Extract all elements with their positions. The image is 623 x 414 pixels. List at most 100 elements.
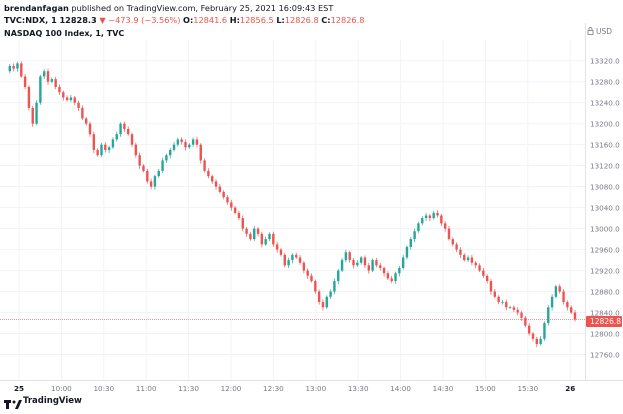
candle-body (130, 134, 134, 145)
candle-body (321, 302, 325, 308)
candle-body (436, 212, 439, 216)
current-price-tag: 12826.8 (586, 316, 622, 327)
candle-body (493, 291, 497, 297)
candle-body (367, 265, 370, 271)
price-chart[interactable] (0, 40, 585, 380)
candle-body (191, 139, 195, 145)
candle-body (31, 107, 34, 124)
candle-body (314, 281, 317, 292)
low-value: 12826.8 (284, 15, 319, 25)
candle-body (39, 76, 42, 103)
tradingview-logo-icon[interactable] (4, 397, 114, 411)
price-tick-label: 13040.0 (590, 204, 620, 213)
candle-body (394, 273, 397, 282)
candle-body (77, 102, 80, 108)
time-axis[interactable]: 25 10:00 10:30 11:00 11:30 12:00 12:30 13:00 13:… (0, 380, 623, 395)
candle-body (363, 257, 367, 266)
candle-body (138, 155, 141, 166)
candle-body (482, 270, 485, 276)
candle-body (424, 215, 428, 219)
candle-body (268, 233, 271, 240)
candle-body (359, 257, 363, 263)
candle-body (558, 286, 561, 292)
candle-body (275, 244, 279, 250)
candle-body (348, 252, 351, 261)
candle-body (107, 147, 111, 150)
candle-body (176, 139, 180, 145)
chart-header: brendanfagan published on TradingView.co… (0, 0, 623, 40)
candle-body (298, 257, 302, 263)
price-tick-label: 13320.0 (590, 57, 620, 66)
candle-body (489, 281, 493, 292)
currency-label[interactable]: USD (596, 27, 613, 36)
price-axis[interactable] (585, 23, 623, 380)
candle-body (62, 92, 65, 98)
chart-title: NASDAQ 100 Index, 1, TVC (4, 29, 125, 38)
candle-body (421, 218, 424, 224)
candle-body (35, 102, 38, 124)
candle-body (451, 239, 454, 245)
time-tick-label: 14:30 (433, 384, 454, 393)
time-tick-label: 11:00 (136, 384, 157, 393)
publish-info: brendanfagan published on TradingView.co… (4, 3, 333, 13)
candle-body (42, 71, 46, 77)
candle-body (233, 207, 237, 213)
candle-body (432, 212, 435, 219)
candle-body (123, 123, 126, 129)
candle-body (146, 170, 149, 182)
price-tick-label: 13080.0 (590, 183, 620, 192)
candle-body (413, 231, 416, 240)
candle-body (485, 275, 489, 282)
brand-name[interactable]: TradingView (23, 396, 82, 406)
candle-body (356, 262, 359, 266)
candle-body (535, 338, 539, 345)
candle-body (58, 86, 61, 93)
candle-body (81, 107, 84, 119)
candle-body (455, 244, 458, 250)
candle-body (16, 63, 19, 69)
candle-body (92, 134, 96, 150)
candle-body (344, 252, 348, 261)
candle-body (539, 338, 542, 345)
candle-body (302, 262, 306, 271)
candle-body (142, 165, 145, 171)
candle-body (398, 267, 401, 274)
candle-body (566, 302, 569, 308)
candle-body (111, 139, 115, 148)
candle-body (333, 281, 336, 292)
candle-body (188, 144, 191, 148)
candle-body (195, 139, 199, 145)
candle-body (283, 254, 286, 266)
candle-body (222, 191, 225, 198)
candle-body (474, 262, 477, 266)
time-tick-label: 26 (565, 384, 575, 393)
candle-body (371, 260, 374, 271)
candle-body (20, 63, 23, 77)
low-label: L: (276, 15, 285, 25)
price-tick-label: 13240.0 (590, 99, 620, 108)
time-tick-label: 15:30 (517, 384, 538, 393)
candle-body (96, 149, 99, 156)
candle-body (226, 197, 229, 203)
price-tick-label: 12760.0 (590, 351, 620, 360)
published-text: published on TradingView.com, February 2… (71, 3, 334, 13)
candle-body (520, 312, 523, 318)
candle-body (115, 134, 118, 140)
author-name[interactable]: brendanfagan (4, 3, 69, 13)
time-tick-label: 15:00 (475, 384, 496, 393)
candle-body (516, 309, 519, 313)
price-change: ▼ −473.9 (−3.56%) (99, 15, 181, 25)
candle-body (554, 286, 558, 297)
close-value: 12826.8 (330, 15, 365, 25)
candle-body (256, 228, 260, 234)
current-price-value: 12826.8 (590, 317, 622, 326)
candle-body (306, 270, 309, 276)
candle-body (573, 312, 577, 320)
candle-body (562, 291, 565, 303)
lock-icon[interactable] (587, 27, 594, 35)
time-tick-label: 11:30 (178, 384, 199, 393)
candle-body (207, 170, 210, 177)
candle-body (161, 160, 164, 171)
price-tick-label: 12920.0 (590, 267, 620, 276)
candle-body (12, 65, 15, 69)
